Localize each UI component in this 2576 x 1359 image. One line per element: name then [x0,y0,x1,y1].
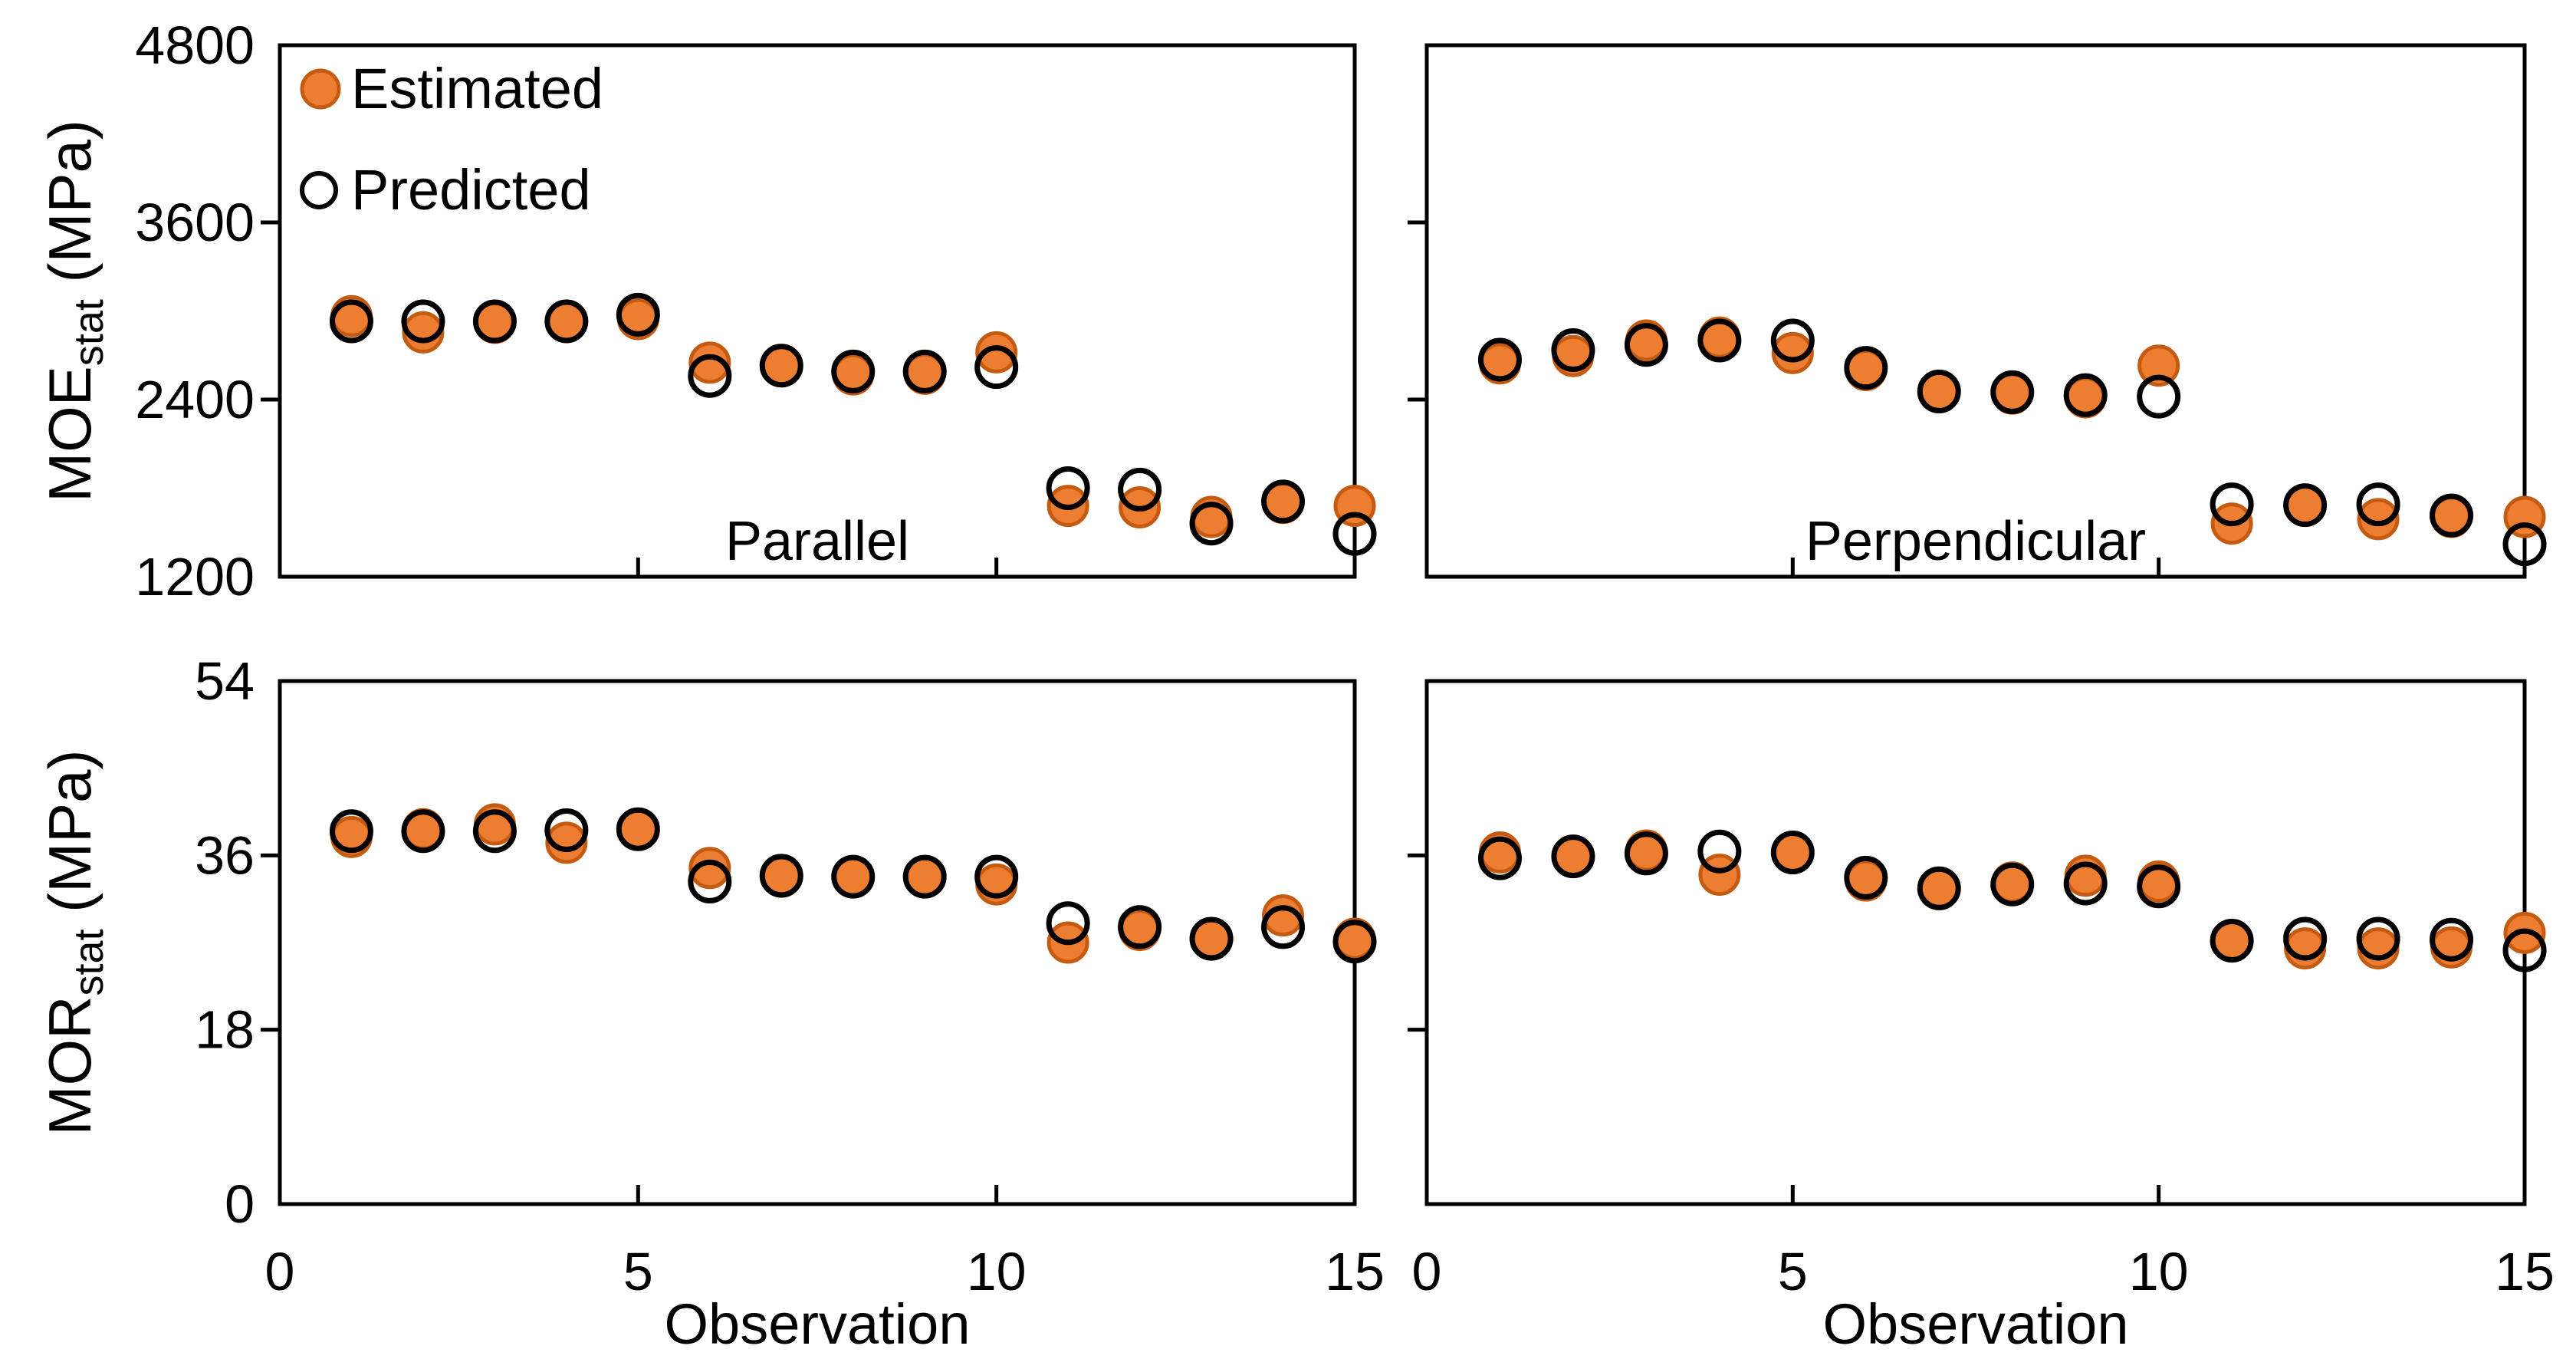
legend-estimated-swatch [300,68,341,110]
x-axis-title-mor-parallel: Observation [665,1292,971,1356]
predicted-point-moe-perpendicular-5 [1770,318,1815,363]
predicted-point-mor-perpendicular-6 [1844,855,1888,900]
predicted-point-mor-parallel-3 [472,809,517,854]
predicted-point-moe-parallel-5 [616,292,660,337]
y-axis-title-mor-parallel: MORstat (MPa) [36,749,112,1135]
predicted-point-moe-parallel-12 [1118,467,1162,512]
predicted-point-moe-parallel-4 [544,299,589,344]
annotation-moe-perpendicular: Perpendicular [1806,511,2146,572]
x-tick-label-mor-parallel: 0 [265,1242,295,1301]
predicted-point-moe-parallel-8 [831,349,876,393]
predicted-point-mor-perpendicular-1 [1477,836,1522,880]
predicted-point-mor-parallel-15 [1332,920,1377,964]
x-tick-label-mor-perpendicular: 0 [1412,1242,1442,1301]
predicted-point-moe-parallel-11 [1046,466,1090,510]
predicted-point-mor-parallel-11 [1046,901,1090,946]
x-tick-label-mor-perpendicular: 15 [2495,1242,2555,1301]
predicted-point-moe-parallel-2 [401,299,445,344]
estimated-point-moe-parallel-6 [688,341,731,384]
estimated-point-mor-parallel-14 [1262,894,1305,937]
x-tick-label-mor-parallel: 10 [967,1242,1027,1301]
predicted-point-moe-parallel-6 [688,354,732,398]
predicted-point-mor-parallel-6 [688,859,732,903]
predicted-point-mor-parallel-4 [544,808,589,852]
predicted-point-moe-perpendicular-3 [1624,323,1668,367]
predicted-point-mor-perpendicular-13 [2356,916,2400,961]
predicted-point-moe-perpendicular-8 [1990,370,2035,414]
predicted-point-moe-parallel-9 [902,349,947,393]
panel-border-moe-parallel [278,43,1357,579]
x-tick-label-mor-parallel: 15 [1325,1242,1385,1301]
predicted-point-moe-perpendicular-13 [2356,482,2400,527]
y-tick-label-mor-parallel: 18 [195,1000,255,1060]
predicted-point-mor-perpendicular-14 [2430,917,2474,962]
legend-predicted-swatch [300,171,338,209]
predicted-point-moe-parallel-3 [472,299,517,344]
x-tick-label-mor-perpendicular: 5 [1778,1242,1808,1301]
predicted-point-mor-perpendicular-5 [1770,831,1815,875]
y-tick-label-moe-parallel: 1200 [135,547,255,607]
y-tick-label-mor-parallel: 36 [195,825,255,885]
predicted-point-mor-parallel-9 [902,854,947,899]
x-tick-label-mor-perpendicular: 10 [2129,1242,2189,1301]
predicted-point-moe-perpendicular-1 [1477,337,1522,382]
panel-border-moe-perpendicular [1424,43,2527,579]
predicted-point-moe-perpendicular-11 [2210,482,2254,527]
predicted-point-moe-perpendicular-6 [1844,346,1888,390]
estimated-point-mor-parallel-4 [545,821,588,864]
predicted-point-moe-perpendicular-15 [2502,522,2547,567]
predicted-point-moe-perpendicular-9 [2063,373,2108,417]
y-tick-label-moe-parallel: 3600 [135,192,255,252]
predicted-point-mor-parallel-12 [1118,905,1162,949]
predicted-point-mor-perpendicular-3 [1624,831,1668,876]
predicted-point-moe-parallel-10 [974,345,1019,390]
predicted-point-mor-perpendicular-11 [2210,918,2254,962]
predicted-point-mor-perpendicular-15 [2502,928,2547,972]
annotation-moe-parallel: Parallel [725,511,909,572]
predicted-point-mor-parallel-2 [401,809,445,854]
predicted-point-mor-perpendicular-9 [2063,861,2108,906]
predicted-point-mor-perpendicular-4 [1697,829,1742,874]
predicted-point-moe-perpendicular-4 [1697,318,1742,363]
y-tick-label-moe-parallel: 2400 [135,370,255,429]
legend-predicted-label: Predicted [351,158,591,222]
x-axis-title-mor-perpendicular: Observation [1823,1292,2129,1356]
estimated-point-moe-perpendicular-13 [2357,498,2400,541]
predicted-point-mor-parallel-7 [759,854,803,898]
predicted-point-mor-perpendicular-12 [2283,916,2328,961]
predicted-point-moe-perpendicular-7 [1917,369,1961,413]
predicted-point-mor-perpendicular-2 [1551,834,1595,879]
predicted-point-mor-parallel-5 [616,807,660,851]
predicted-point-moe-perpendicular-12 [2283,483,2328,528]
predicted-point-moe-perpendicular-10 [2137,374,2181,419]
predicted-point-moe-perpendicular-2 [1551,328,1595,373]
predicted-point-moe-parallel-14 [1261,479,1306,524]
predicted-point-mor-parallel-14 [1261,905,1306,949]
predicted-point-moe-parallel-13 [1189,502,1234,546]
y-tick-label-mor-parallel: 54 [195,651,255,711]
predicted-point-mor-parallel-13 [1189,916,1234,961]
estimated-point-moe-parallel-2 [402,311,445,354]
estimated-point-moe-parallel-10 [975,331,1018,373]
estimated-point-moe-perpendicular-10 [2137,344,2180,387]
y-axis-title-moe-parallel: MOEstat (MPa) [36,120,112,502]
legend-estimated-label: Estimated [351,57,603,120]
predicted-point-moe-parallel-7 [759,344,803,388]
predicted-point-mor-perpendicular-10 [2137,864,2181,909]
predicted-point-moe-parallel-1 [329,299,373,344]
predicted-point-moe-perpendicular-14 [2430,493,2474,538]
x-tick-label-mor-parallel: 5 [623,1242,653,1301]
predicted-point-mor-perpendicular-8 [1990,862,2035,907]
predicted-point-mor-perpendicular-7 [1917,866,1961,910]
y-tick-label-mor-parallel: 0 [225,1174,255,1234]
y-tick-label-moe-parallel: 4800 [135,15,255,75]
predicted-point-moe-parallel-15 [1332,512,1377,556]
estimated-point-mor-parallel-6 [688,847,731,890]
predicted-point-mor-parallel-10 [974,854,1019,899]
predicted-point-mor-parallel-1 [329,809,373,854]
estimated-point-moe-perpendicular-5 [1771,331,1814,374]
predicted-point-mor-parallel-8 [831,854,876,899]
